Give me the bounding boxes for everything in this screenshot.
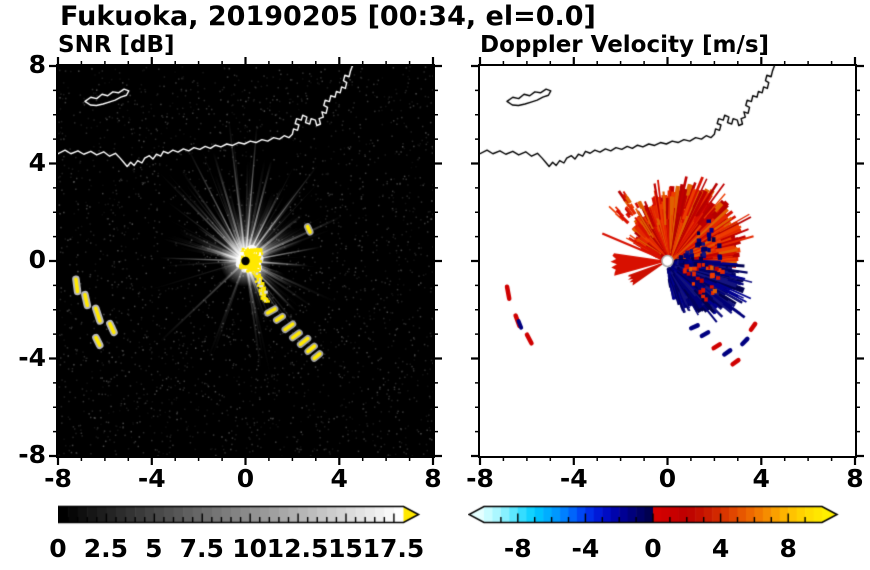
snr-colorbar-label: 0 [49,534,67,563]
figure-title: Fukuoka, 20190205 [00:34, el=0.0] [60,1,596,32]
snr-heatmap [58,66,433,456]
velocity-colorbar-label: -4 [571,534,600,563]
y-tick-label: 0 [28,245,46,274]
x-tick-label: 4 [330,464,348,493]
velocity-colorbar [468,505,840,533]
snr-panel [49,57,442,465]
velocity-colorbar-label: 4 [711,534,730,563]
snr-colorbar [58,505,422,533]
panel-title-velocity: Doppler Velocity [m/s] [480,32,770,58]
x-tick-label: -4 [559,464,588,493]
x-tick-label: 0 [658,464,677,493]
snr-colorbar-label: 5 [145,534,163,563]
snr-colorbar-label: 17.5 [362,534,425,563]
x-tick-label: 8 [846,464,864,493]
y-tick-label: 4 [28,147,46,177]
y-tick-label: -4 [18,342,46,372]
snr-colorbar-label: 12.5 [266,534,329,563]
snr-colorbar-label: 2.5 [83,534,129,563]
velocity-panel [471,57,864,465]
x-tick-label: 0 [236,464,255,493]
velocity-colorbar-label: 8 [779,534,797,563]
snr-colorbar-label: 15 [328,534,363,563]
velocity-colorbar-label: 0 [644,534,662,563]
y-tick-label: 8 [28,50,46,79]
velocity-heatmap [480,66,855,456]
x-tick-label: -4 [137,464,166,493]
y-tick-label: -8 [18,440,46,469]
panel-title-snr: SNR [dB] [58,32,175,58]
snr-colorbar-label: 7.5 [179,534,224,563]
x-tick-label: -8 [44,464,72,493]
x-tick-label: -8 [466,464,494,493]
x-tick-label: 4 [752,464,770,493]
x-tick-label: 8 [424,464,442,493]
snr-colorbar-label: 10 [232,534,268,563]
velocity-colorbar-label: -8 [503,534,532,563]
